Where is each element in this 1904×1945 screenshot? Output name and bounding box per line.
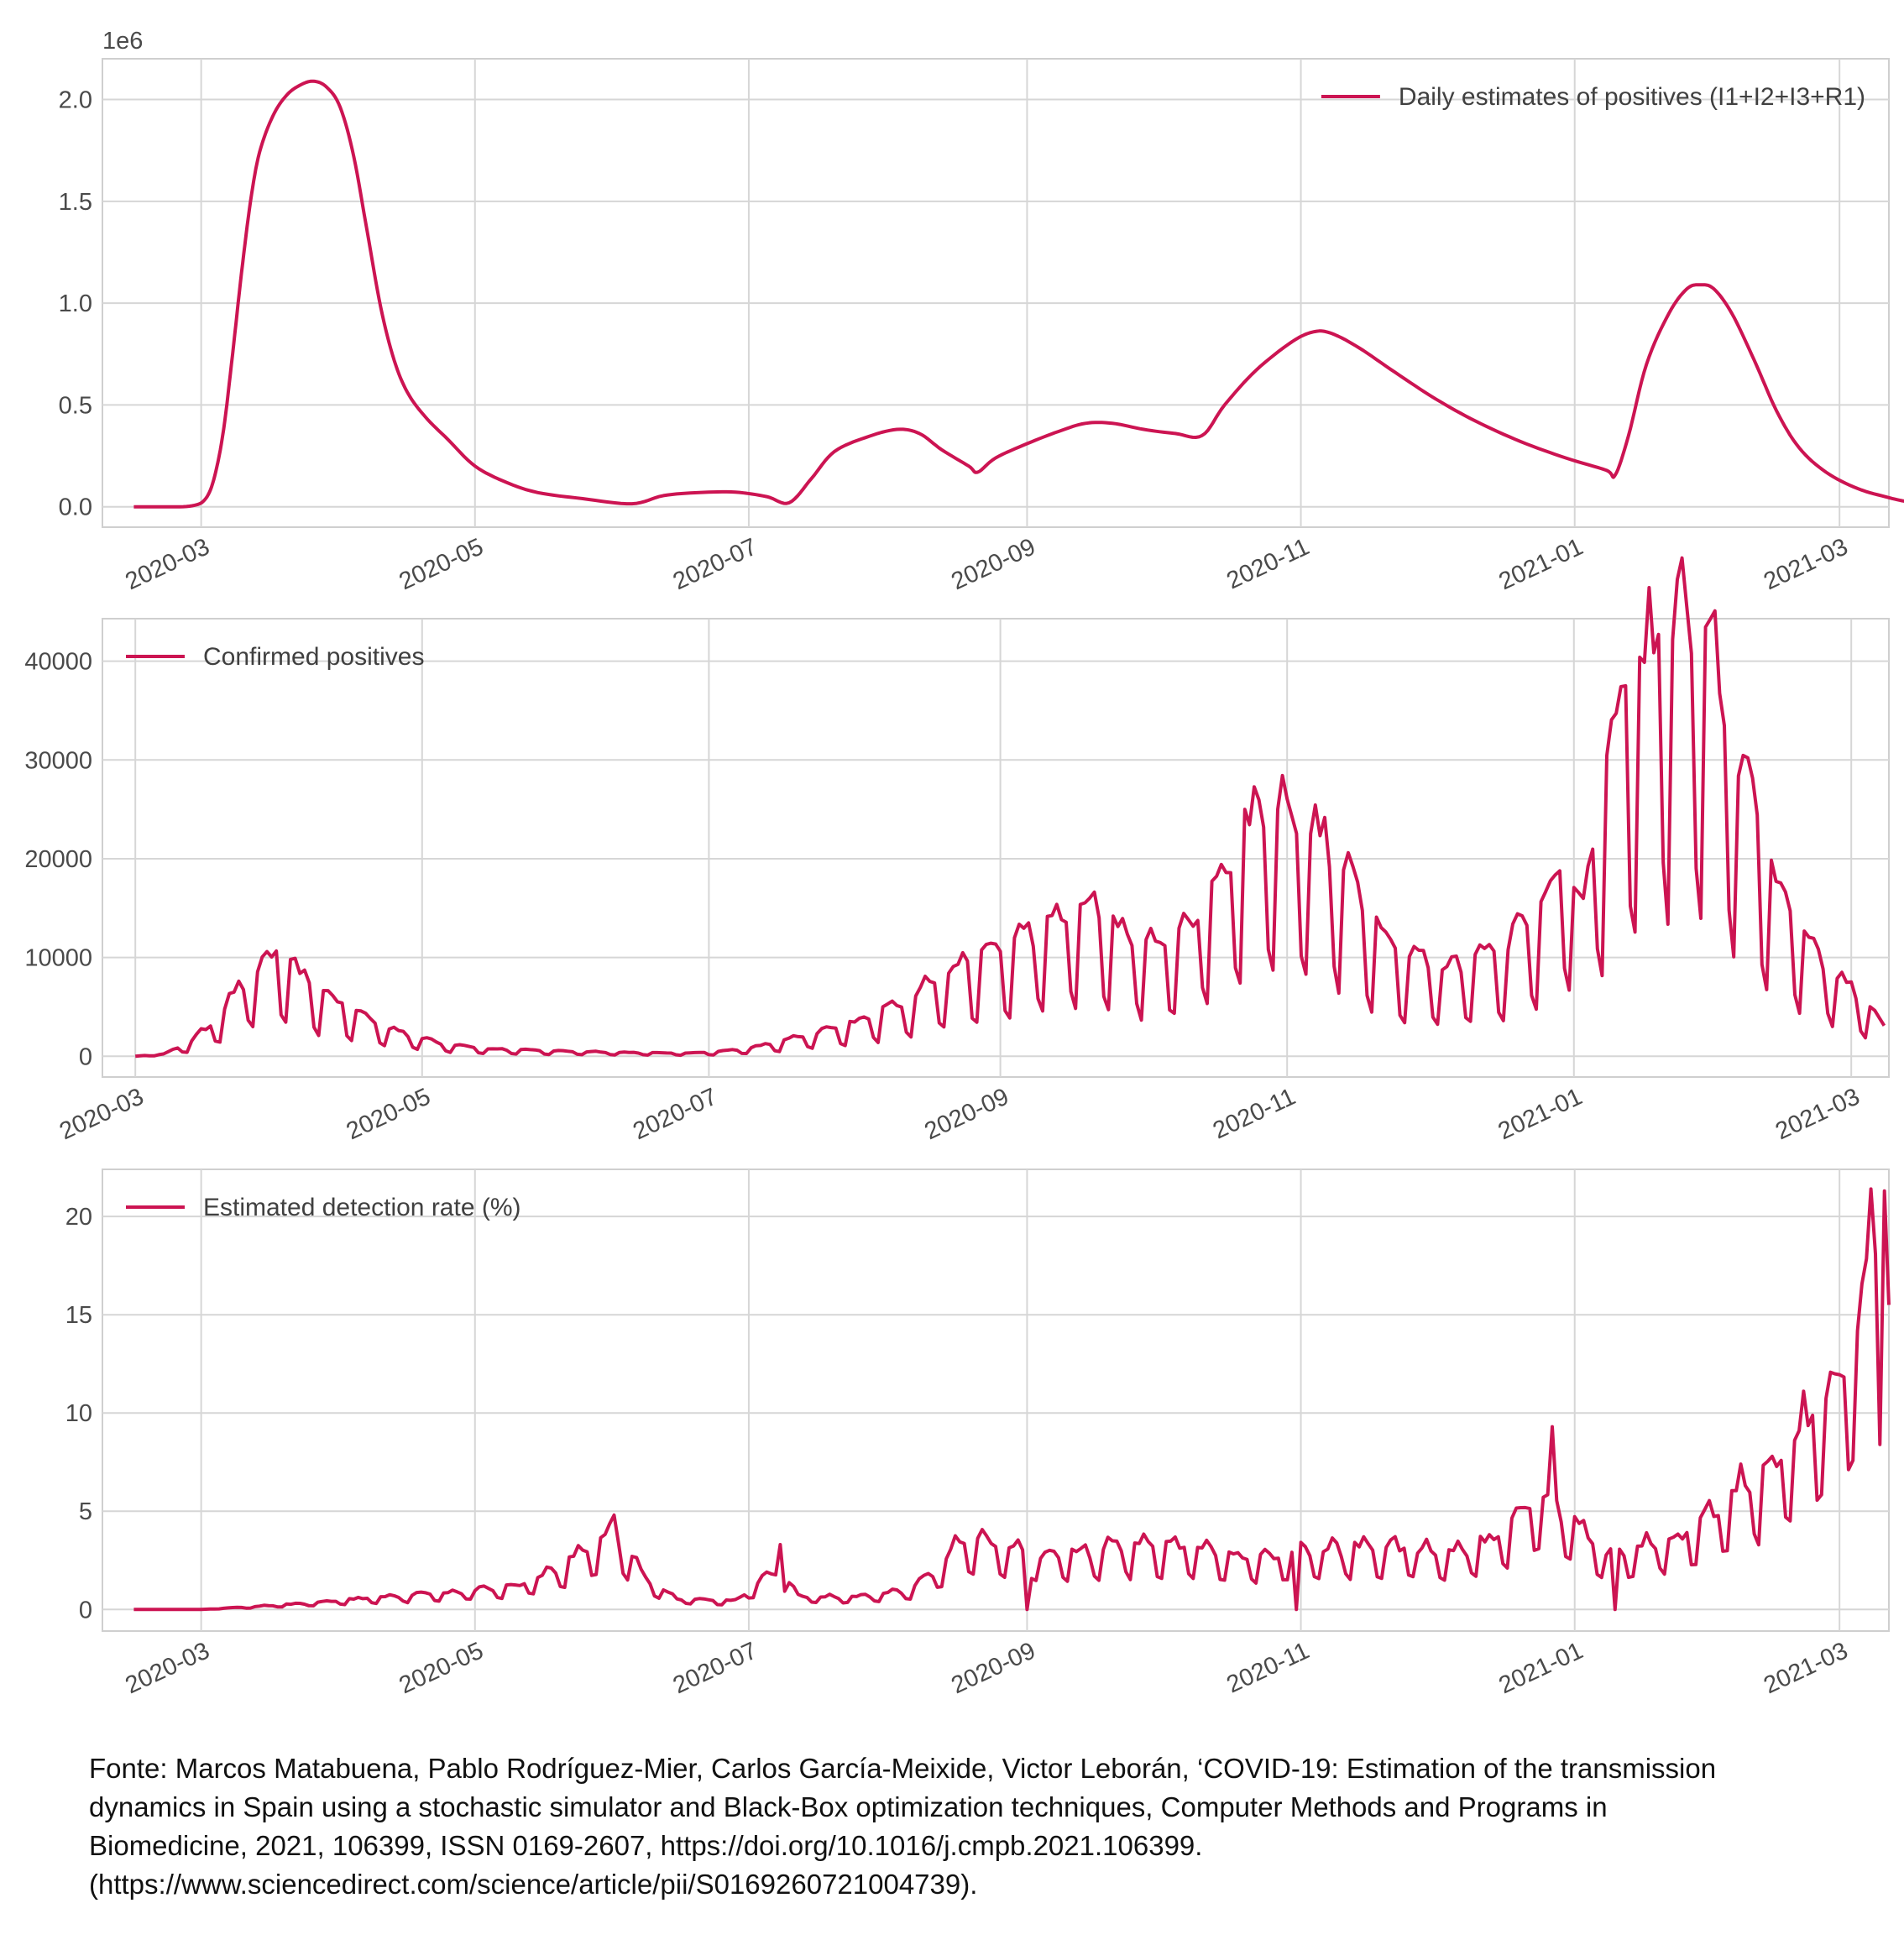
y-tick-label: 10: [65, 1400, 92, 1427]
y-tick-label: 2.0: [59, 87, 92, 114]
x-tick-label: 2020-05: [343, 1083, 435, 1145]
source-caption: Fonte: Marcos Matabuena, Pablo Rodríguez…: [89, 1749, 1852, 1904]
y-tick-label: 0: [79, 1043, 92, 1070]
x-tick-label: 2020-11: [1209, 1083, 1300, 1144]
y-tick-label: 40000: [24, 649, 92, 676]
x-tick-label: 2020-09: [921, 1083, 1013, 1145]
x-tick-label: 2020-09: [947, 1637, 1039, 1696]
plot-frame: [102, 618, 1890, 1078]
y-tick-label: 0.5: [59, 392, 92, 419]
caption-line: dynamics in Spain using a stochastic sim…: [89, 1791, 1608, 1822]
x-tick-label: 2020-09: [947, 533, 1039, 595]
figure: 2020-03 2020-05 2020-07 2020-09 2020-11 2021-…: [24, 28, 1904, 1696]
x-tick-label: 2020-07: [669, 1637, 761, 1696]
y-tick-label: 20: [65, 1204, 92, 1231]
x-tick-label: 2021-03: [1760, 533, 1852, 595]
caption-line: Fonte: Marcos Matabuena, Pablo Rodríguez…: [89, 1753, 1717, 1784]
y-tick-label: 0: [79, 1597, 92, 1623]
series-line: [133, 1187, 1891, 1612]
y-tick-label: 1.5: [59, 189, 92, 216]
caption-line: (https://www.sciencedirect.com/science/a…: [89, 1869, 978, 1900]
x-tick-label: 2020-07: [629, 1083, 721, 1145]
series-line: [133, 79, 1904, 509]
x-tick-label: 2020-05: [395, 533, 488, 595]
legend-label: Daily estimates of positives (I1+I2+I3+R…: [1399, 83, 1865, 111]
x-tick-label: 2020-03: [55, 1083, 148, 1145]
x-tick-label: 2021-01: [1494, 1083, 1587, 1145]
x-tick-label: 2021-03: [1771, 1083, 1864, 1145]
x-tick-label: 2020-11: [1223, 533, 1314, 594]
estimated-positives-chart: 2020-03 2020-05 2020-07 2020-09 2020-11 2021-…: [59, 28, 1904, 595]
confirmed-positives-chart: 2020-03 2020-05 2020-07 2020-09 2020-11 2021-…: [24, 556, 1890, 1145]
plot-frame: [102, 1169, 1890, 1632]
x-tick-label: 2020-03: [122, 533, 214, 595]
plot-frame: [102, 58, 1890, 528]
x-tick-label: 2020-07: [669, 533, 761, 595]
y-tick-label: 20000: [24, 846, 92, 873]
x-tick-label: 2020-11: [1223, 1637, 1314, 1696]
y-offset-label: 1e6: [102, 28, 143, 55]
x-tick-label: 2021-01: [1495, 533, 1588, 595]
y-tick-label: 10000: [24, 945, 92, 972]
y-tick-label: 15: [65, 1302, 92, 1329]
caption-line: Biomedicine, 2021, 106399, ISSN 0169-260…: [89, 1830, 1203, 1861]
legend-label: Estimated detection rate (%): [203, 1194, 521, 1221]
x-tick-label: 2021-01: [1495, 1637, 1588, 1696]
series-line: [135, 556, 1886, 1059]
x-tick-label: 2020-03: [122, 1637, 214, 1696]
y-tick-label: 30000: [24, 747, 92, 774]
y-tick-label: 1.0: [59, 290, 92, 317]
detection-rate-chart: 2020-03 2020-05 2020-07 2020-09 2020-11 2021-…: [65, 1169, 1891, 1696]
legend-label: Confirmed positives: [203, 643, 424, 671]
x-tick-label: 2020-05: [395, 1637, 488, 1696]
y-tick-label: 5: [79, 1498, 92, 1525]
x-tick-label: 2021-03: [1760, 1637, 1852, 1696]
y-tick-label: 0.0: [59, 494, 92, 521]
